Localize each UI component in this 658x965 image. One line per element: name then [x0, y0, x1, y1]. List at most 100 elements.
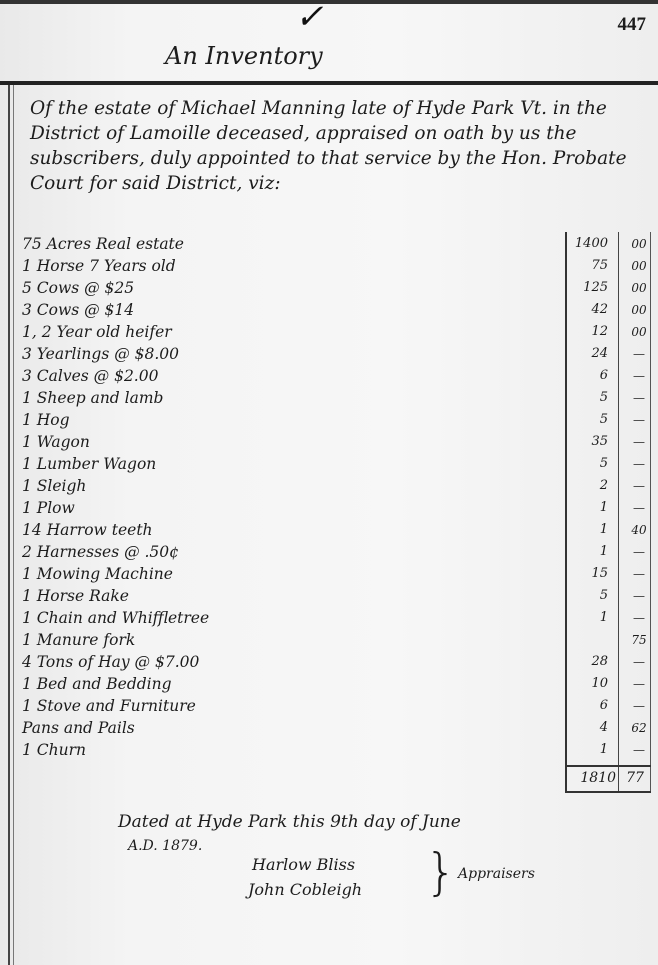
item-cents: —: [633, 611, 645, 625]
right-column-rule: [650, 232, 651, 792]
item-description: 14 Harrow teeth: [22, 521, 153, 539]
item-cents: —: [633, 435, 645, 449]
item-description: 1 Manure fork: [22, 631, 136, 649]
inventory-row: 1 Plow 1 —: [22, 497, 650, 519]
dollar-column-rule: [565, 232, 567, 792]
item-cents: —: [633, 347, 645, 361]
margin-line: [13, 85, 14, 965]
item-dollars: 1: [599, 610, 608, 625]
item-description: 3 Yearlings @ $8.00: [22, 345, 179, 363]
cents-column-rule: [618, 232, 619, 792]
item-dollars: 35: [591, 434, 608, 449]
item-dollars: 2: [599, 478, 608, 493]
item-cents: 00: [631, 237, 647, 251]
total-cents: 77: [626, 770, 644, 786]
item-dollars: 5: [599, 412, 608, 427]
item-dollars: 6: [599, 368, 608, 383]
item-description: 1 Bed and Bedding: [22, 675, 172, 693]
page-title: An Inventory: [165, 42, 323, 70]
inventory-row: 1 Chain and Whiffletree 1 —: [22, 607, 650, 629]
inventory-row: 1 Wagon 35 —: [22, 431, 650, 453]
inventory-row: 3 Yearlings @ $8.00 24 —: [22, 343, 650, 365]
item-cents: —: [633, 501, 645, 515]
item-description: 1 Hog: [22, 411, 70, 429]
page-number: 447: [617, 14, 647, 35]
item-dollars: 1400: [574, 236, 608, 251]
item-dollars: 1: [599, 544, 608, 559]
item-description: 1 Churn: [22, 741, 87, 759]
item-cents: 75: [631, 633, 647, 647]
inventory-row: 3 Calves @ $2.00 6 —: [22, 365, 650, 387]
item-description: 5 Cows @ $25: [22, 279, 135, 297]
item-dollars: 1: [599, 522, 608, 537]
item-cents: —: [633, 391, 645, 405]
item-dollars: 5: [599, 588, 608, 603]
inventory-row: 3 Cows @ $14 42 00: [22, 299, 650, 321]
item-dollars: 1: [599, 742, 608, 757]
item-description: 3 Cows @ $14: [22, 301, 135, 319]
signature: John Cobleigh: [248, 880, 363, 899]
margin-line: [8, 85, 10, 965]
item-cents: 00: [631, 259, 647, 273]
item-dollars: 6: [599, 698, 608, 713]
item-cents: —: [633, 479, 645, 493]
inventory-row: 1 Mowing Machine 15 —: [22, 563, 650, 585]
item-description: 3 Calves @ $2.00: [22, 367, 159, 385]
inventory-row: 1 Hog 5 —: [22, 409, 650, 431]
inventory-row: 1 Churn 1 —: [22, 739, 650, 761]
item-cents: —: [633, 699, 645, 713]
item-dollars: 125: [583, 280, 608, 295]
brace: }: [425, 843, 457, 901]
item-cents: —: [633, 677, 645, 691]
item-dollars: 42: [591, 302, 608, 317]
inventory-row: 1 Lumber Wagon 5 —: [22, 453, 650, 475]
inventory-row: 1 Sheep and lamb 5 —: [22, 387, 650, 409]
item-description: 75 Acres Real estate: [22, 235, 184, 253]
signature: Harlow Bliss: [252, 855, 356, 874]
item-dollars: 5: [599, 390, 608, 405]
item-description: 1 Horse Rake: [22, 587, 129, 605]
item-cents: 00: [631, 281, 647, 295]
item-cents: —: [633, 369, 645, 383]
top-border: [0, 0, 658, 4]
item-description: 1 Sheep and lamb: [22, 389, 164, 407]
item-description: 2 Harnesses @ .50¢: [22, 543, 180, 561]
item-description: 1 Chain and Whiffletree: [22, 609, 210, 627]
total-dollars: 1810: [580, 770, 616, 786]
inventory-row: 1 Horse 7 Years old 75 00: [22, 255, 650, 277]
preamble-text: Of the estate of Michael Manning late of…: [30, 98, 627, 194]
total-box: [565, 765, 651, 793]
item-cents: —: [633, 567, 645, 581]
inventory-row: 14 Harrow teeth 1 40: [22, 519, 650, 541]
dated-line: Dated at Hyde Park this 9th day of June: [118, 812, 461, 832]
item-cents: 00: [631, 325, 647, 339]
inventory-row: 2 Harnesses @ .50¢ 1 —: [22, 541, 650, 563]
inventory-row: 1 Sleigh 2 —: [22, 475, 650, 497]
item-dollars: 4: [599, 720, 608, 735]
item-description: 1 Wagon: [22, 433, 90, 451]
item-cents: —: [633, 743, 645, 757]
item-dollars: 12: [591, 324, 608, 339]
item-description: 4 Tons of Hay @ $7.00: [22, 653, 200, 671]
item-description: 1 Mowing Machine: [22, 565, 173, 583]
item-dollars: 24: [591, 346, 608, 361]
item-description: 1 Stove and Furniture: [22, 697, 196, 715]
item-dollars: 5: [599, 456, 608, 471]
item-description: 1 Lumber Wagon: [22, 455, 157, 473]
inventory-row: 1 Horse Rake 5 —: [22, 585, 650, 607]
item-dollars: 28: [591, 654, 608, 669]
year-line: A.D. 1879.: [128, 838, 203, 854]
inventory-row: 75 Acres Real estate 1400 00: [22, 233, 650, 255]
inventory-row: 5 Cows @ $25 125 00: [22, 277, 650, 299]
item-description: 1 Sleigh: [22, 477, 87, 495]
item-cents: 00: [631, 303, 647, 317]
item-cents: —: [633, 457, 645, 471]
inventory-row: 1 Manure fork 75: [22, 629, 650, 651]
inventory-row: 4 Tons of Hay @ $7.00 28 —: [22, 651, 650, 673]
item-description: 1 Plow: [22, 499, 75, 517]
item-dollars: 1: [599, 500, 608, 515]
inventory-row: 1 Stove and Furniture 6 —: [22, 695, 650, 717]
inventory-row: Pans and Pails 4 62: [22, 717, 650, 739]
item-dollars: 75: [591, 258, 608, 273]
item-description: 1 Horse 7 Years old: [22, 257, 176, 275]
